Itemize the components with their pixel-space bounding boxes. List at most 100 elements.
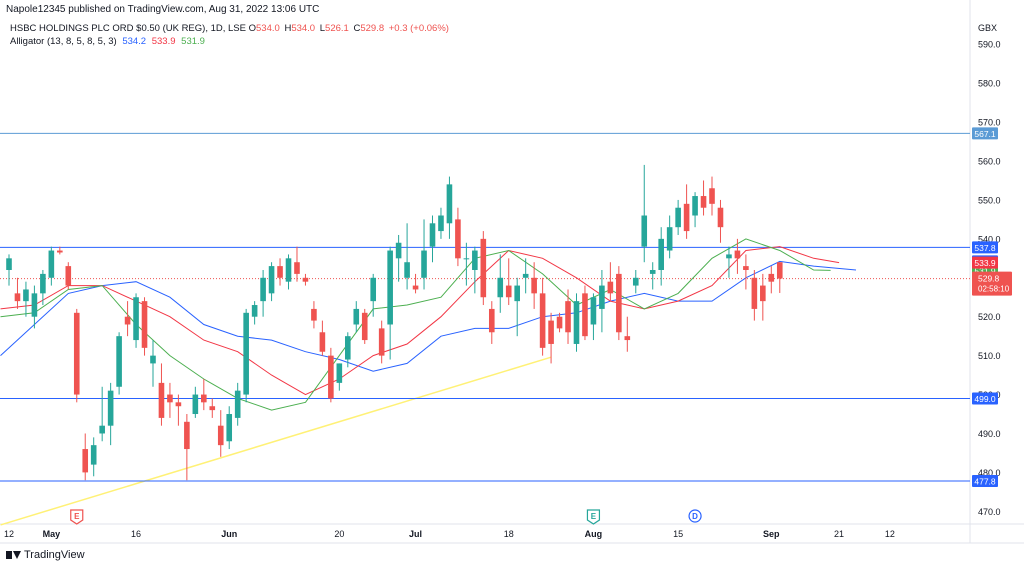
candle-body	[421, 250, 427, 278]
indicator-price-tag: 533.9	[974, 258, 996, 268]
candle-body	[455, 219, 461, 259]
alligator-legend: Alligator (13, 8, 5, 8, 5, 3) 534.2 533.…	[10, 36, 205, 47]
candle-body	[531, 277, 537, 294]
candle-body	[539, 293, 546, 348]
candle-body	[158, 382, 165, 418]
level-price-tag-bg	[972, 474, 998, 487]
candle-body	[446, 184, 453, 224]
candle-body	[184, 421, 190, 450]
y-tick-label: 540.0	[978, 234, 1001, 244]
last-price-tag: 529.8	[978, 274, 1000, 284]
candle-body	[319, 332, 326, 352]
candle-body	[599, 285, 605, 309]
candle-body	[167, 394, 173, 403]
candle-body	[692, 196, 698, 216]
x-tick-label: Jun	[221, 529, 237, 539]
x-tick-label: 12	[4, 529, 14, 539]
candle-body	[472, 250, 478, 270]
candle-body	[150, 355, 156, 364]
high-label: H	[284, 23, 292, 34]
candle-body	[438, 215, 444, 232]
candle-body	[590, 297, 597, 325]
candle-body	[277, 266, 283, 278]
y-tick-label: 590.0	[978, 40, 1001, 50]
x-tick-label: 16	[131, 529, 141, 539]
candle-body	[726, 254, 732, 259]
candle-body	[717, 207, 724, 228]
indicator-price-tag: 531.9	[974, 266, 996, 276]
last-price-tag-bg	[972, 271, 1012, 296]
x-tick-label: 21	[834, 529, 844, 539]
event-marker-label: E	[591, 512, 597, 521]
candle-body	[361, 312, 368, 341]
candle-body	[65, 266, 72, 286]
candle-body	[675, 207, 681, 228]
level-price-tag-bg	[972, 241, 998, 254]
candle-body	[776, 262, 783, 279]
level-price-tag-bg	[972, 392, 998, 405]
event-marker-label: D	[692, 512, 698, 521]
y-tick-label: 480.0	[978, 468, 1001, 478]
symbol-legend: HSBC HOLDINGS PLC ORD $0.50 (UK REG), 1D…	[10, 23, 451, 34]
y-tick-label: 580.0	[978, 79, 1001, 89]
level-price-tag-bg	[972, 127, 998, 140]
earnings-marker	[70, 509, 84, 525]
candle-body	[40, 273, 46, 294]
candle-body	[734, 250, 741, 259]
candle-body	[345, 336, 351, 360]
candle-body	[463, 258, 470, 260]
open-value: 534.0	[256, 23, 280, 34]
candle-body	[378, 328, 385, 356]
candle-body	[217, 425, 224, 446]
candle-body	[522, 273, 529, 278]
x-tick-label: Aug	[585, 529, 603, 539]
candle-body	[82, 449, 89, 473]
tradingview-footer[interactable]: TradingView	[6, 549, 85, 561]
candle-body	[192, 394, 199, 415]
candle-body	[336, 363, 343, 383]
level-price-tag: 537.8	[974, 243, 996, 253]
candle-body	[387, 250, 393, 325]
candle-body	[175, 402, 182, 407]
candle-body	[268, 266, 275, 294]
candle-body	[395, 242, 402, 259]
published-line: Napole12345 published on TradingView.com…	[6, 4, 320, 15]
candle-body	[709, 188, 715, 204]
level-price-tag: 567.1	[974, 129, 996, 139]
candle-body	[743, 266, 749, 270]
level-price-tag: 477.8	[974, 476, 996, 486]
candle-body	[107, 390, 114, 426]
candle-body	[90, 445, 97, 465]
candle-body	[573, 301, 580, 344]
x-tick-label: 18	[504, 529, 514, 539]
candle-body	[311, 308, 317, 321]
candle-body	[116, 336, 122, 387]
brand-name: TradingView	[24, 549, 85, 561]
candle-body	[683, 203, 690, 232]
x-tick-label: 15	[673, 529, 683, 539]
earnings-marker	[586, 509, 601, 525]
candle-body	[99, 425, 105, 434]
x-tick-label: Jul	[409, 529, 422, 539]
symbol-name: HSBC HOLDINGS PLC ORD $0.50 (UK REG), 1D…	[10, 23, 246, 34]
candle-body	[294, 262, 300, 274]
candle-body	[548, 320, 554, 344]
candle-body	[497, 277, 504, 298]
y-tick-label: 470.0	[978, 507, 1001, 517]
indicator-name: Alligator (13, 8, 5, 8, 5, 3)	[10, 36, 117, 47]
candle-body	[57, 250, 63, 253]
y-tick-label: 520.0	[978, 312, 1001, 322]
bar-countdown: 02:58:10	[978, 285, 1010, 294]
candle-body	[624, 336, 631, 341]
candle-body	[607, 281, 614, 294]
y-tick-label: 570.0	[978, 118, 1001, 128]
candle-body	[370, 277, 377, 302]
candle-body	[141, 301, 148, 348]
candle-body	[209, 406, 216, 411]
teeth-value: 533.9	[151, 36, 176, 47]
alligator-jaw-line	[0, 260, 857, 372]
candle-body	[48, 250, 55, 278]
candle-body	[505, 285, 512, 298]
candle-body	[700, 196, 707, 208]
